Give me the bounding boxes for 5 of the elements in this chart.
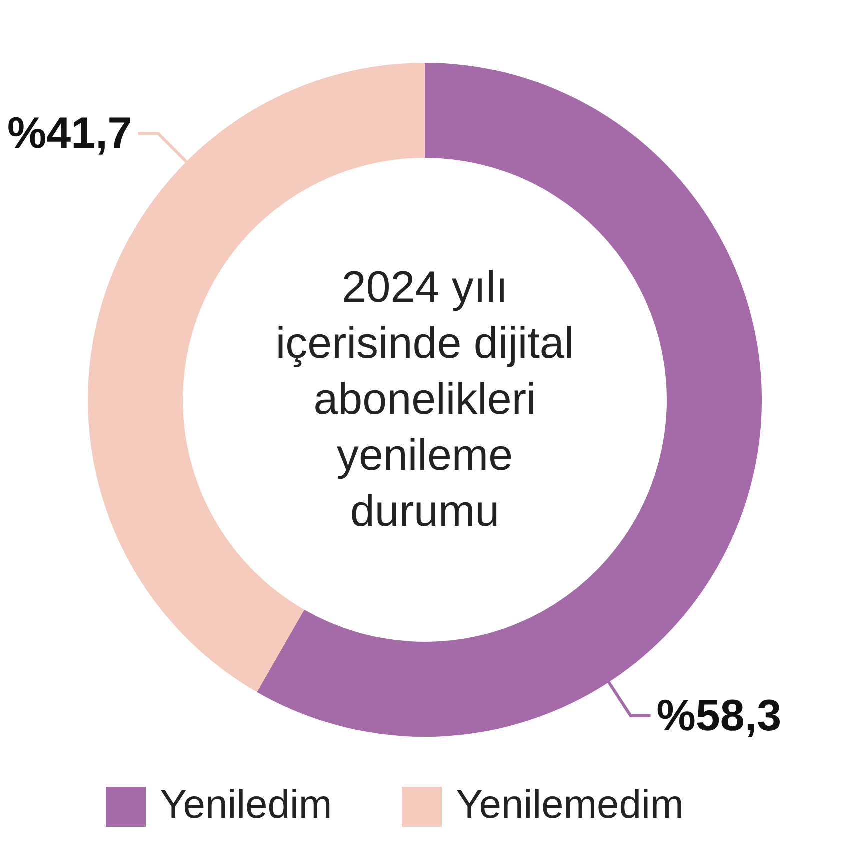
- data-label: %41,7: [7, 109, 132, 158]
- text: 2024 yılı içerisinde dijital abonelikleri yenileme durumu: [276, 262, 574, 538]
- data-label: %58,3: [656, 691, 782, 740]
- legend-label: Yenilemedim: [456, 783, 684, 827]
- legend-label: Yeniledim: [160, 783, 332, 827]
